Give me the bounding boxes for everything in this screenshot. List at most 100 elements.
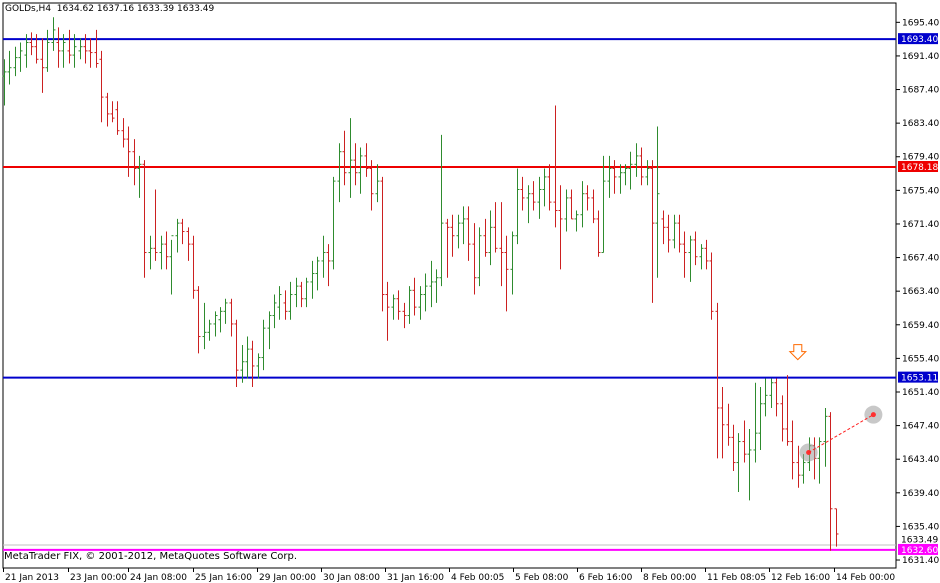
level-price-label-1-bg: [898, 160, 938, 172]
level-price-label-0: 1693.40: [901, 35, 938, 45]
ohlc-bar: [769, 378, 774, 408]
ohlc-bar: [412, 277, 417, 316]
y-tick-label: 1675.40: [902, 186, 939, 196]
ohlc-bar: [353, 143, 358, 186]
ohlc-bar: [553, 105, 558, 228]
y-tick-label: 1635.40: [902, 522, 939, 532]
ohlc-bar: [24, 34, 29, 68]
ohlc-bar: [148, 235, 153, 270]
ohlc-bar: [693, 231, 698, 266]
y-tick-label: 1631.40: [902, 556, 939, 566]
ohlc-bar: [402, 302, 407, 329]
ohlc-bar: [639, 147, 644, 186]
ohlc-bar: [520, 176, 525, 211]
x-tick-label: 12 Feb 16:00: [771, 573, 830, 583]
x-axis: 21 Jan 2013 23 Jan 00:00 24 Jan 08:00 25 Ja…: [3, 568, 895, 583]
ohlc-bar: [418, 286, 423, 320]
ohlc-bar: [607, 155, 612, 198]
ohlc-bar: [661, 210, 666, 245]
level-price-label-2: 1653.11: [901, 374, 938, 384]
x-tick-label: 24 Jan 08:00: [130, 573, 187, 583]
ohlc-bar: [515, 168, 520, 245]
ohlc-bar: [348, 118, 353, 198]
x-tick-label: 11 Feb 08:05: [707, 573, 766, 583]
ohlc-bar: [526, 185, 531, 224]
ohlc-bar: [229, 298, 234, 337]
ohlc-bar: [358, 147, 363, 194]
ohlc-bar: [164, 231, 169, 270]
ohlc-bar: [2, 59, 7, 106]
ohlc-bar: [137, 155, 142, 198]
ohlc-bar: [790, 420, 795, 480]
level-price-label-3: 1632.60: [901, 546, 938, 556]
ohlc-bar: [742, 420, 747, 463]
ohlc-bar: [99, 50, 104, 123]
ohlc-bars: [2, 17, 839, 551]
y-tick-label: 1671.40: [902, 220, 939, 230]
ohlc-bar: [72, 34, 77, 68]
ohlc-bar: [67, 29, 72, 64]
ohlc-bar: [774, 378, 779, 417]
current-price-label: 1633.49: [901, 535, 938, 545]
ohlc-bar: [261, 319, 266, 371]
ohlc-bar: [785, 375, 790, 446]
ohlc-bar: [655, 126, 660, 278]
ohlc-bar: [531, 181, 536, 211]
x-tick-label: 29 Jan 00:00: [259, 573, 316, 583]
ohlc-bar: [477, 227, 482, 287]
ohlc-bar: [294, 277, 299, 308]
annotations: [788, 344, 883, 462]
ohlc-bar: [828, 412, 833, 551]
ohlc-bar: [196, 286, 201, 354]
ohlc-bar: [234, 319, 239, 387]
ohlc-bar: [634, 143, 639, 177]
ohlc-bar: [736, 433, 741, 492]
ohlc-bar: [747, 428, 752, 501]
x-tick-label: 4 Feb 00:05: [451, 573, 504, 583]
ohlc-bar: [715, 302, 720, 459]
ohlc-bar: [56, 27, 61, 68]
ohlc-bar: [564, 189, 569, 232]
ohlc-bar: [132, 139, 137, 186]
level-price-label-2-bg: [898, 371, 938, 383]
ohlc-bar: [94, 29, 99, 68]
ohlc-bar: [780, 395, 785, 442]
ohlc-bar: [618, 164, 623, 194]
ohlc-bar: [288, 281, 293, 320]
y-tick-label: 1687.40: [902, 86, 939, 96]
x-tick-label: 8 Feb 00:00: [643, 573, 697, 583]
ohlc-bar: [688, 235, 693, 282]
ohlc-bar: [180, 218, 185, 245]
ohlc-bar: [18, 42, 23, 72]
ohlc-bar: [796, 445, 801, 488]
ohlc-bar: [105, 92, 110, 127]
ohlc-bar: [547, 164, 552, 211]
current-price-bg: [898, 533, 938, 545]
ohlc-bar: [574, 210, 579, 232]
ohlc-bar: [142, 160, 147, 278]
ohlc-bar: [585, 185, 590, 211]
ohlc-bar: [391, 294, 396, 320]
plot-area: [2, 2, 897, 569]
ohlc-bar: [321, 235, 326, 278]
ohlc-bar: [34, 34, 39, 64]
ohlc-bar: [677, 214, 682, 253]
ohlc-bar: [315, 256, 320, 291]
ohlc-bar: [466, 206, 471, 261]
ohlc-bar: [40, 38, 45, 93]
y-tick-label: 1691.40: [902, 52, 939, 62]
y-tick-label: 1667.40: [902, 254, 939, 264]
ohlc-bar: [277, 286, 282, 320]
ohlc-readout: 1634.62 1637.16 1633.39 1633.49: [56, 4, 215, 14]
y-tick-label: 1651.40: [902, 388, 939, 398]
ohlc-bar: [304, 277, 309, 308]
x-tick-label: 21 Jan 2013: [5, 573, 59, 583]
ohlc-bar: [207, 319, 212, 341]
ohlc-bar: [256, 353, 261, 379]
ohlc-bar: [461, 206, 466, 245]
ohlc-bar: [434, 269, 439, 303]
ohlc-bar: [542, 168, 547, 207]
ohlc-bar: [88, 38, 93, 68]
ohlc-bar: [29, 32, 34, 56]
